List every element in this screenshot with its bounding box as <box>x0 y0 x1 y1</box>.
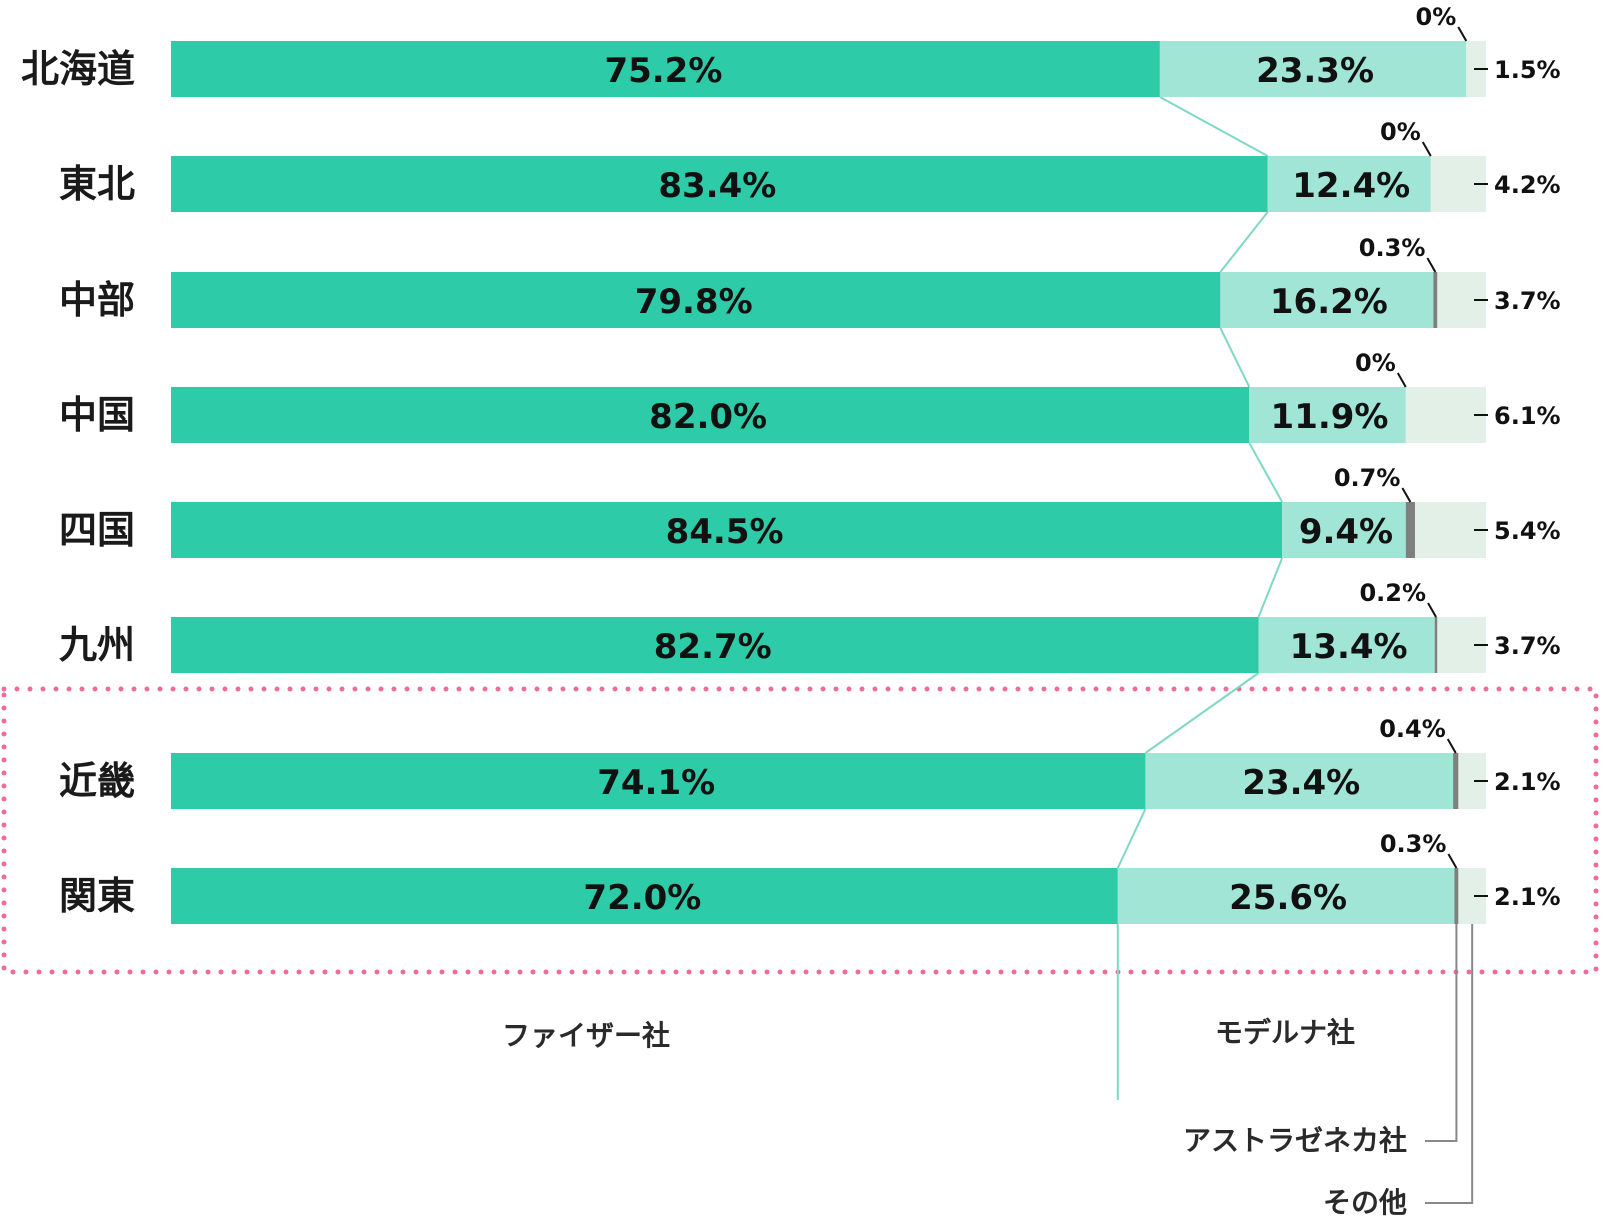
bar-segment-other <box>1405 387 1486 443</box>
bar-segment-pfizer <box>171 753 1146 809</box>
legend-leader-astrazeneca <box>1425 924 1458 1142</box>
astrazeneca-leader <box>1446 738 1457 754</box>
connector-line <box>1219 211 1269 273</box>
astrazeneca-leader <box>1401 487 1412 503</box>
astrazeneca-leader <box>1426 257 1437 273</box>
astrazeneca-value-label: 0% <box>1355 349 1396 377</box>
astrazeneca-value-label: 0.3% <box>1359 234 1426 262</box>
bar-segment-pfizer <box>171 156 1268 212</box>
connector-line <box>1219 327 1251 388</box>
connector-line <box>1116 808 1147 869</box>
region-label: 中国 <box>59 393 135 437</box>
bar-segment-astrazeneca <box>1405 502 1415 558</box>
astrazeneca-leader <box>1457 26 1468 42</box>
moderna-value-label: 9.4% <box>1299 512 1393 552</box>
other-value-label: 3.7% <box>1494 632 1561 660</box>
bar-segment-pfizer <box>171 41 1160 97</box>
moderna-value-label: 16.2% <box>1270 282 1388 322</box>
other-value-label: 1.5% <box>1494 56 1561 84</box>
pfizer-value-label: 82.0% <box>649 397 767 437</box>
other-value-label: 6.1% <box>1494 402 1561 430</box>
bar-segment-astrazeneca <box>1434 617 1438 673</box>
bar-segment-moderna <box>1220 272 1434 328</box>
region-label: 北海道 <box>21 47 135 91</box>
moderna-value-label: 12.4% <box>1292 166 1410 206</box>
bar-segment-pfizer <box>171 868 1118 924</box>
other-value-label: 2.1% <box>1494 768 1561 796</box>
bar-segment-pfizer <box>171 387 1250 443</box>
astrazeneca-value-label: 0% <box>1380 118 1421 146</box>
moderna-value-label: 23.4% <box>1242 763 1360 803</box>
pfizer-value-label: 82.7% <box>654 627 772 667</box>
region-label: 四国 <box>59 508 135 552</box>
legend-label-moderna: モデルナ社 <box>1215 1016 1355 1049</box>
pfizer-value-label: 79.8% <box>635 282 753 322</box>
pfizer-value-label: 84.5% <box>666 512 784 552</box>
pfizer-value-label: 74.1% <box>597 763 715 803</box>
bar-segment-pfizer <box>171 617 1259 673</box>
region-label: 近畿 <box>59 759 135 803</box>
other-value-label: 3.7% <box>1494 287 1561 315</box>
legend-label-pfizer: ファイザー社 <box>502 1019 670 1052</box>
astrazeneca-leader <box>1447 853 1458 869</box>
astrazeneca-leader <box>1427 602 1437 618</box>
other-value-label: 5.4% <box>1494 517 1561 545</box>
bar-segment-moderna <box>1282 502 1406 558</box>
astrazeneca-value-label: 0.4% <box>1379 715 1446 743</box>
bar-segment-astrazeneca <box>1453 753 1459 809</box>
pfizer-value-label: 83.4% <box>658 166 776 206</box>
moderna-value-label: 13.4% <box>1290 627 1408 667</box>
moderna-value-label: 23.3% <box>1256 51 1374 91</box>
region-label: 関東 <box>59 874 135 918</box>
region-label: 東北 <box>59 162 135 206</box>
bar-segment-moderna <box>1145 753 1454 809</box>
region-label: 中部 <box>59 278 135 322</box>
pfizer-value-label: 75.2% <box>604 51 722 91</box>
connector-line <box>1248 442 1284 503</box>
connector-line <box>1159 96 1269 157</box>
bar-segment-moderna <box>1117 868 1455 924</box>
bar-segment-pfizer <box>171 502 1283 558</box>
legend-label-other: その他 <box>1323 1186 1407 1219</box>
connector-line <box>1257 557 1284 618</box>
bar-segment-astrazeneca <box>1454 868 1459 924</box>
astrazeneca-value-label: 0.2% <box>1359 579 1426 607</box>
bar-segment-moderna <box>1267 156 1431 212</box>
bar-segment-moderna <box>1258 617 1435 673</box>
astrazeneca-leader <box>1421 141 1432 157</box>
bar-segment-pfizer <box>171 272 1221 328</box>
bar-segment-moderna <box>1159 41 1467 97</box>
legend-leader-other <box>1425 924 1474 1204</box>
connector-line <box>1144 672 1260 754</box>
region-label: 九州 <box>59 623 135 667</box>
highlight-frame <box>1 686 1599 975</box>
bar-segment-moderna <box>1249 387 1406 443</box>
bar-segment-astrazeneca <box>1433 272 1438 328</box>
astrazeneca-value-label: 0% <box>1416 3 1457 31</box>
pfizer-value-label: 72.0% <box>583 878 701 918</box>
moderna-value-label: 11.9% <box>1271 397 1389 437</box>
other-value-label: 2.1% <box>1494 883 1561 911</box>
astrazeneca-value-label: 0.7% <box>1334 464 1401 492</box>
legend-label-astrazeneca: アストラゼネカ社 <box>1183 1124 1407 1157</box>
astrazeneca-value-label: 0.3% <box>1380 830 1447 858</box>
astrazeneca-leader <box>1396 372 1407 388</box>
other-value-label: 4.2% <box>1494 171 1561 199</box>
moderna-value-label: 25.6% <box>1229 878 1347 918</box>
